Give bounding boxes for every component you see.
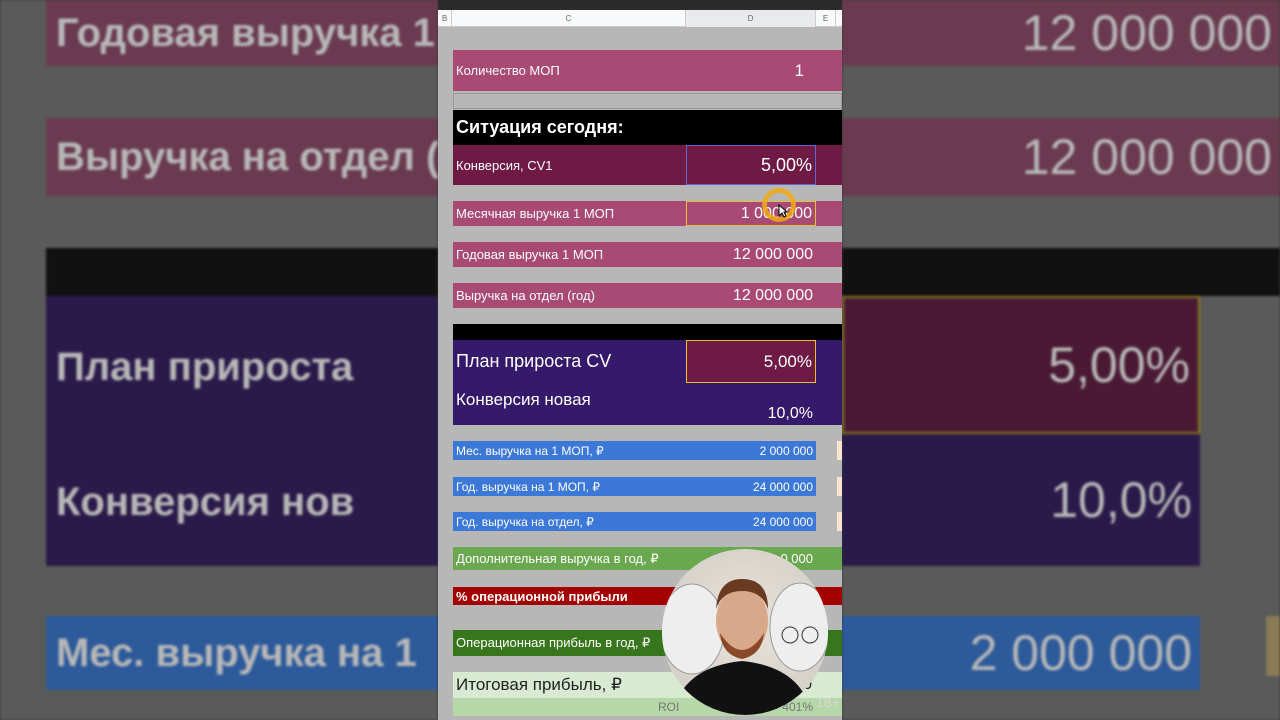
row-dept-revenue[interactable]: Выручка на отдел (год) 12 000 000 xyxy=(453,283,842,308)
label: Количество МОП xyxy=(456,63,560,78)
label: Месячная выручка 1 МОП xyxy=(456,206,615,221)
bg-row: 12 000 000 xyxy=(842,118,1280,196)
value-selected-cell[interactable]: 5,00% xyxy=(686,145,816,185)
age-rating-badge: 18+ xyxy=(816,694,840,710)
bg-row: 10,0% xyxy=(842,434,1200,566)
column-header-c[interactable]: C xyxy=(452,10,686,27)
bg-row: 5,00% xyxy=(842,296,1200,434)
label: Итоговая прибыль, ₽ xyxy=(456,675,622,694)
row-conversion[interactable]: Конверсия, CV1 5,00% xyxy=(453,145,842,185)
row-spacer xyxy=(453,93,842,109)
presenter-video-avatar xyxy=(662,549,828,715)
value[interactable]: 5,00% xyxy=(686,340,816,383)
label: % операционной прибыли xyxy=(456,588,628,604)
bg-row: Мес. выручка на 1 xyxy=(46,616,438,690)
bg-black-band xyxy=(46,248,438,296)
black-band xyxy=(453,324,842,340)
row-yearly-revenue[interactable]: Годовая выручка 1 МОП 12 000 000 xyxy=(453,242,842,267)
label: Годовая выручка 1 МОП xyxy=(456,247,604,262)
mouse-cursor-icon xyxy=(778,204,788,218)
value[interactable]: 1 xyxy=(794,60,804,80)
value[interactable]: 24 000 000 xyxy=(752,514,813,529)
value[interactable]: 10,0% xyxy=(767,405,813,422)
column-header-e[interactable]: E xyxy=(816,10,836,27)
bg-row: 2 000 000 xyxy=(842,616,1200,690)
value[interactable]: 12 000 000 xyxy=(732,245,813,263)
row-new-monthly[interactable]: Мес. выручка на 1 МОП, ₽ 2 000 000 xyxy=(453,441,816,460)
label: Конверсия, CV1 xyxy=(456,157,553,173)
label: Конверсия новая xyxy=(456,390,591,409)
label: Год. выручка на отдел, ₽ xyxy=(456,514,594,529)
row-new-yearly[interactable]: Год. выручка на 1 МОП, ₽ 24 000 000 xyxy=(453,477,816,496)
value[interactable]: 401% xyxy=(782,700,813,714)
row-mop-count[interactable]: Количество МОП 1 xyxy=(453,50,842,91)
bg-row: Конверсия нов xyxy=(46,438,438,566)
bg-row: План прироста xyxy=(46,296,438,438)
label: Дополнительная выручка в год, ₽ xyxy=(456,550,659,566)
blurred-background-right: 12 000 000 12 000 000 5,00% 10,0% 2 000 … xyxy=(842,0,1280,720)
section-title: Ситуация сегодня: xyxy=(456,117,624,137)
label: Выручка на отдел (год) xyxy=(456,288,595,303)
column-header-b[interactable]: B xyxy=(438,10,452,27)
value[interactable]: 24 000 000 xyxy=(752,479,813,494)
section-today: Ситуация сегодня: xyxy=(453,110,842,145)
bg-row: 12 000 000 xyxy=(842,0,1280,66)
bg-row: Выручка на отдел ( xyxy=(46,118,438,196)
value[interactable]: 2 000 000 xyxy=(759,443,813,458)
blurred-background-left: Годовая выручка 1 Выручка на отдел ( Пла… xyxy=(0,0,438,720)
row-plan-cv[interactable]: План прироста CV 5,00% xyxy=(453,340,842,383)
label: Год. выручка на 1 МОП, ₽ xyxy=(456,479,600,494)
cursor-highlight xyxy=(762,188,796,222)
toolbar xyxy=(438,0,842,10)
label: Мес. выручка на 1 МОП, ₽ xyxy=(456,443,604,458)
label: План прироста CV xyxy=(456,351,612,371)
label: ROI xyxy=(658,700,680,714)
value[interactable]: 1 000 000 xyxy=(686,201,816,226)
column-header-d[interactable]: D xyxy=(686,10,816,27)
column-headers: B C D E xyxy=(438,10,842,27)
bg-black-band xyxy=(842,248,1280,296)
label: Операционная прибыль в год, ₽ xyxy=(456,635,651,650)
bg-row: Годовая выручка 1 xyxy=(46,0,438,66)
row-new-dept[interactable]: Год. выручка на отдел, ₽ 24 000 000 xyxy=(453,512,816,531)
spreadsheet: B C D E Количество МОП 1 Ситуация сегодн… xyxy=(438,0,842,720)
row-new-conversion[interactable]: Конверсия новая 10,0% xyxy=(453,383,842,425)
value[interactable]: 12 000 000 xyxy=(732,286,813,304)
